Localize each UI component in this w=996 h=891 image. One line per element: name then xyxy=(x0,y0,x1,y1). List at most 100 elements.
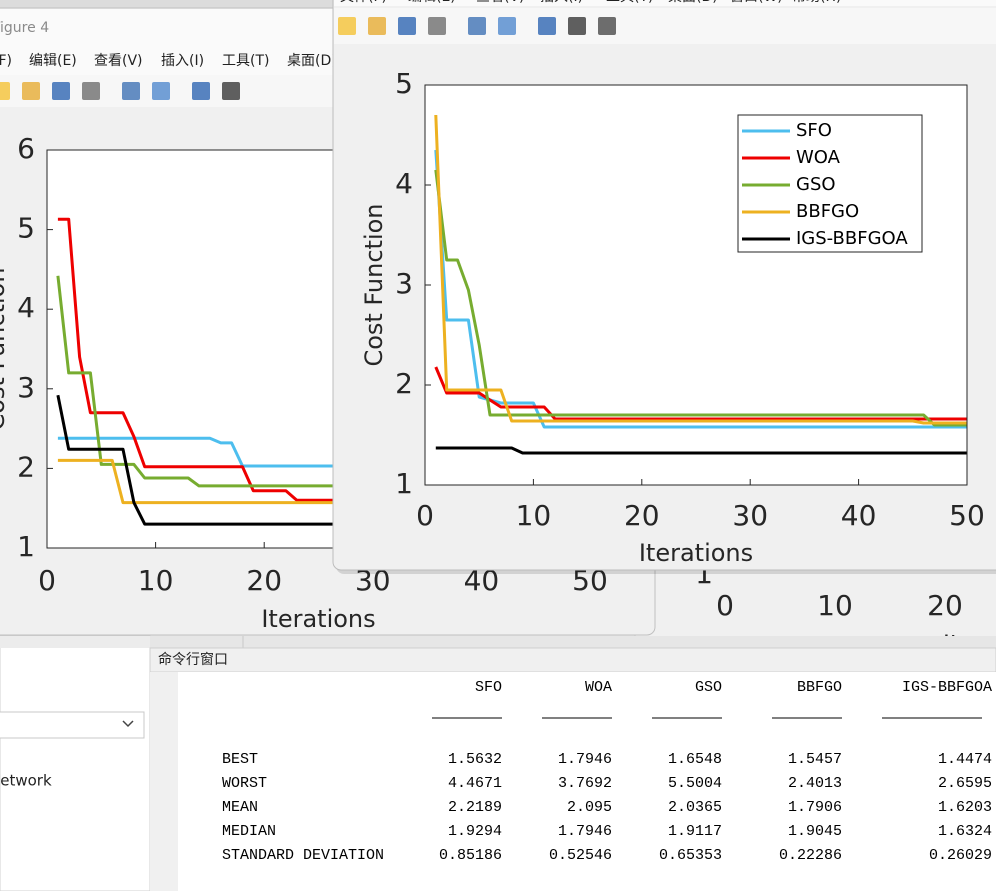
panel xyxy=(0,635,151,891)
x-tick-label: 0 xyxy=(38,564,56,597)
cell-value: 1.6203 xyxy=(938,799,992,816)
menu-item[interactable]: 桌面(D) xyxy=(668,0,718,5)
y-tick-label: 6 xyxy=(17,132,35,165)
side-panel: Network xyxy=(0,635,151,891)
cell-value: 1.7946 xyxy=(558,823,612,840)
command-window: 命令行窗口 SFO WOA GSO BBFGO IGS-BBFGOA BEST 1.5632 1… xyxy=(149,636,996,891)
legend-label: GSO xyxy=(796,174,836,195)
toolbar-button[interactable] xyxy=(568,17,586,35)
toolbar-button[interactable] xyxy=(52,82,70,100)
toolbar-button[interactable] xyxy=(538,17,556,35)
line-series xyxy=(57,436,590,468)
toolbar-button[interactable] xyxy=(192,82,210,100)
cell-value: 2.4013 xyxy=(788,775,842,792)
menu-item[interactable]: 编辑(E) xyxy=(408,0,456,5)
dropdown-chevron xyxy=(122,720,134,728)
toolbar-button[interactable] xyxy=(498,17,516,35)
menu-item[interactable]: 插入(I) xyxy=(540,0,583,5)
x-tick-label: 20 xyxy=(624,499,660,532)
cell-value: 1.5632 xyxy=(448,751,502,768)
y-tick-label: 4 xyxy=(17,291,35,324)
row-label: MEDIAN xyxy=(222,823,276,840)
column-header: GSO xyxy=(695,679,722,696)
menu-item[interactable]: 查看(V) xyxy=(476,0,525,5)
menu-item[interactable]: 查看(V) xyxy=(94,53,143,69)
toolbar-button[interactable] xyxy=(338,17,356,35)
toolbar-button[interactable] xyxy=(598,17,616,35)
legend-label: SFO xyxy=(796,120,832,141)
cell-value: 0.26029 xyxy=(929,847,992,864)
y-tick-label: 3 xyxy=(17,371,35,404)
menu-item[interactable]: 帮助(H) xyxy=(792,0,841,5)
column-header: IGS-BBFGOA xyxy=(902,679,992,696)
cell-value: 0.65353 xyxy=(659,847,722,864)
cell-value: 2.2189 xyxy=(448,799,502,816)
line-series xyxy=(434,114,967,425)
toolbar-button[interactable] xyxy=(152,82,170,100)
y-tick-label: 4 xyxy=(395,167,413,200)
menu-item[interactable]: 工具(T) xyxy=(606,0,653,5)
legend-label: WOA xyxy=(796,147,841,168)
line-series xyxy=(57,217,590,502)
toolbar-button[interactable] xyxy=(122,82,140,100)
x-tick-label: 10 xyxy=(516,499,552,532)
y-tick-label: 1 xyxy=(17,530,35,563)
x-axis-label: Iterations xyxy=(639,539,753,567)
cell-value: 2.0365 xyxy=(668,799,722,816)
front-window: 文件(F) 编辑(E) 查看(V) 插入(I) 工具(T) 桌面(D) 窗口(W) 帮助(H)… xyxy=(332,0,996,574)
cell-value: 0.85186 xyxy=(439,847,502,864)
menu-item[interactable]: 编辑(E) xyxy=(29,53,77,69)
toolbar-button[interactable] xyxy=(468,17,486,35)
cell-value: 1.9045 xyxy=(788,823,842,840)
y-tick-label: 3 xyxy=(395,267,413,300)
toolbar-button[interactable] xyxy=(368,17,386,35)
toolbar-button[interactable] xyxy=(398,17,416,35)
y-tick-label: 5 xyxy=(395,67,413,100)
dropdown[interactable] xyxy=(0,711,145,739)
y-tick-label: 5 xyxy=(17,212,35,245)
x-axis-label: Iterations xyxy=(261,605,375,633)
toolbar-button[interactable] xyxy=(222,82,240,100)
toolbar-button[interactable] xyxy=(428,17,446,35)
cell-value: 1.7906 xyxy=(788,799,842,816)
y-axis-label: Cost Function xyxy=(0,267,10,430)
cell-value: 5.5004 xyxy=(668,775,722,792)
window-title: Figure 4 xyxy=(0,20,49,36)
cell-value: 2.095 xyxy=(567,799,612,816)
x-tick-label: 50 xyxy=(949,499,985,532)
cell-value: 4.4671 xyxy=(448,775,502,792)
panel-tabs xyxy=(150,636,996,648)
column-header: WOA xyxy=(585,679,612,696)
line-series xyxy=(435,446,967,455)
menu-item[interactable]: 桌面(D) xyxy=(287,53,337,69)
row-label: WORST xyxy=(222,775,267,792)
menu-bar xyxy=(334,0,996,6)
menu-item[interactable]: 窗口(W) xyxy=(730,0,783,5)
cell-value: 2.6595 xyxy=(938,775,992,792)
menu-item[interactable]: 工具(T) xyxy=(222,53,269,69)
x-tick-label: 0 xyxy=(716,589,734,622)
menu-item[interactable]: 插入(I) xyxy=(161,53,204,69)
toolbar-button[interactable] xyxy=(22,82,40,100)
legend: SFO WOA GSO BBFGO IGS-BBFGOA xyxy=(737,114,923,253)
cell-value: 1.7946 xyxy=(558,751,612,768)
toolbar-button[interactable] xyxy=(0,82,10,100)
x-tick-label: 20 xyxy=(927,589,963,622)
menu-item[interactable]: 文件(F) xyxy=(0,53,12,69)
file-item[interactable]: Network xyxy=(0,772,52,790)
x-tick-label: 10 xyxy=(138,564,174,597)
y-tick-label: 1 xyxy=(395,467,413,500)
x-tick-label: 0 xyxy=(416,499,434,532)
gutter xyxy=(150,672,178,891)
toolbar-button[interactable] xyxy=(82,82,100,100)
panel-title: 命令行窗口 xyxy=(158,651,228,668)
row-label: STANDARD DEVIATION xyxy=(222,847,384,864)
menu-item[interactable]: 文件(F) xyxy=(340,0,387,5)
line-series xyxy=(434,366,967,421)
y-tick-label: 2 xyxy=(17,450,35,483)
console xyxy=(178,672,996,891)
legend-label: IGS-BBFGOA xyxy=(796,228,908,249)
cell-value: 1.5457 xyxy=(788,751,842,768)
